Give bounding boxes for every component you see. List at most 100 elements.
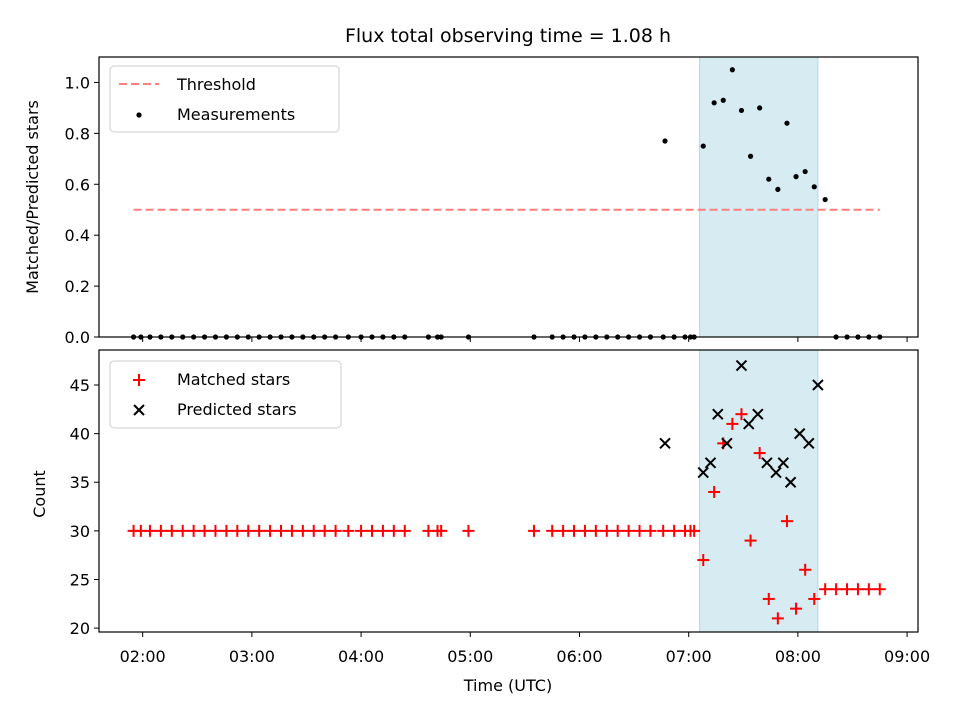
matched-star-point	[435, 524, 448, 537]
bottom-legend: Matched stars Predicted stars	[109, 360, 342, 429]
matched-star-point	[726, 417, 739, 430]
matched-star-point	[342, 524, 355, 537]
predicted-star-point	[803, 437, 815, 450]
matched-star-point	[557, 524, 570, 537]
bottom-x-axis-label: Time (UTC)	[463, 676, 552, 695]
legend-matched-swatch	[133, 374, 145, 386]
top-panel-frame	[98, 56, 919, 338]
x-tick-label: 06:00	[556, 647, 602, 666]
matched-star-point	[744, 534, 757, 547]
predicted-star-point	[659, 437, 671, 450]
matched-star-point	[285, 524, 298, 537]
matched-star-point	[264, 524, 277, 537]
matched-star-point	[231, 524, 244, 537]
y-tick-label: 1.0	[65, 73, 90, 92]
measurement-point	[766, 176, 772, 182]
shaded-region	[699, 56, 819, 338]
matched-star-point	[329, 524, 342, 537]
matched-star-point	[799, 563, 812, 576]
measurement-point	[822, 196, 828, 203]
chart-title: Flux total observing time = 1.08 h	[345, 25, 671, 47]
y-tick-label: 0.8	[65, 124, 90, 143]
matched-star-point	[688, 524, 701, 537]
x-tick-label: 08:00	[775, 647, 821, 666]
matched-star-point	[611, 524, 624, 537]
matched-star-point	[366, 524, 378, 537]
matched-star-point	[873, 583, 886, 596]
predicted-star-point	[761, 457, 773, 469]
x-tick-label: 05:00	[447, 647, 493, 666]
predicted-star-point	[697, 466, 709, 479]
measurement-point	[775, 186, 781, 192]
x-tick-label: 02:00	[120, 647, 166, 666]
matched-star-point	[462, 524, 475, 537]
matched-star-point	[387, 524, 400, 537]
matched-star-point	[780, 515, 793, 528]
matched-star-point	[187, 524, 200, 537]
measurement-point	[738, 107, 745, 114]
matched-star-point	[708, 485, 721, 498]
legend-predicted-swatch	[133, 404, 145, 416]
matched-star-point	[154, 524, 167, 537]
top-panel: 0.0 0.2 0.4 0.6 0.8 1.0 Matched/Predicted sta…	[23, 56, 919, 347]
matched-star-point	[242, 524, 255, 537]
y-tick-label: 0.2	[65, 277, 90, 296]
predicted-star-point	[793, 427, 806, 440]
matched-star-point	[220, 524, 233, 537]
measurement-point	[720, 97, 726, 103]
matched-star-point	[253, 524, 266, 537]
measurement-point	[662, 138, 668, 144]
matched-star-point	[657, 524, 670, 537]
bottom-y-axis-label: Count	[30, 470, 49, 518]
predicted-star-point	[704, 457, 717, 469]
matched-star-point	[819, 583, 832, 596]
matched-star-point	[198, 524, 211, 537]
matched-star-point	[398, 524, 411, 537]
y-tick-label: 35	[70, 473, 90, 492]
y-tick-label: 0.0	[65, 328, 90, 347]
matched-star-point	[753, 447, 766, 460]
matched-star-point	[841, 583, 854, 596]
matched-star-point	[546, 524, 559, 537]
matched-star-point	[808, 592, 821, 605]
x-tick-label: 09:00	[884, 647, 930, 666]
measurement-point	[711, 100, 717, 106]
y-tick-label: 30	[70, 522, 90, 541]
matched-star-point	[568, 524, 581, 537]
predicted-star-point	[784, 476, 797, 488]
matched-star-point	[165, 524, 178, 537]
predicted-star-point	[770, 466, 782, 479]
legend-measurements-swatch	[136, 112, 142, 118]
matched-star-point	[176, 524, 189, 537]
y-tick-label: 45	[70, 376, 90, 395]
matched-star-point	[318, 524, 331, 537]
predicted-star-point	[777, 457, 790, 469]
y-tick-label: 0.6	[65, 175, 90, 194]
y-tick-label: 20	[70, 619, 90, 638]
predicted-star-point	[812, 379, 824, 391]
y-tick-label: 40	[70, 425, 90, 444]
matched-star-point	[275, 524, 287, 537]
matched-star-point	[697, 554, 710, 567]
measurement-point	[793, 174, 799, 180]
measurement-point	[811, 184, 817, 190]
matched-star-point	[376, 524, 389, 537]
measurement-point	[757, 105, 763, 111]
predicted-star-point	[743, 418, 755, 430]
matched-star-point	[790, 602, 803, 615]
matched-star-point	[644, 524, 657, 537]
matched-star-point	[143, 524, 156, 537]
matched-star-point	[527, 524, 540, 537]
measurement-point	[784, 120, 790, 126]
x-tick-label: 04:00	[338, 647, 384, 666]
matched-star-point	[830, 583, 843, 596]
y-tick-label: 0.4	[65, 226, 90, 245]
legend-threshold-label: Threshold	[176, 75, 256, 94]
matched-star-point	[600, 524, 613, 537]
matched-star-point	[355, 524, 368, 537]
matched-star-point	[851, 583, 864, 596]
matched-star-point	[296, 524, 309, 537]
y-tick-label: 25	[70, 570, 90, 589]
x-tick-label: 07:00	[666, 647, 712, 666]
matched-star-point	[862, 583, 875, 596]
